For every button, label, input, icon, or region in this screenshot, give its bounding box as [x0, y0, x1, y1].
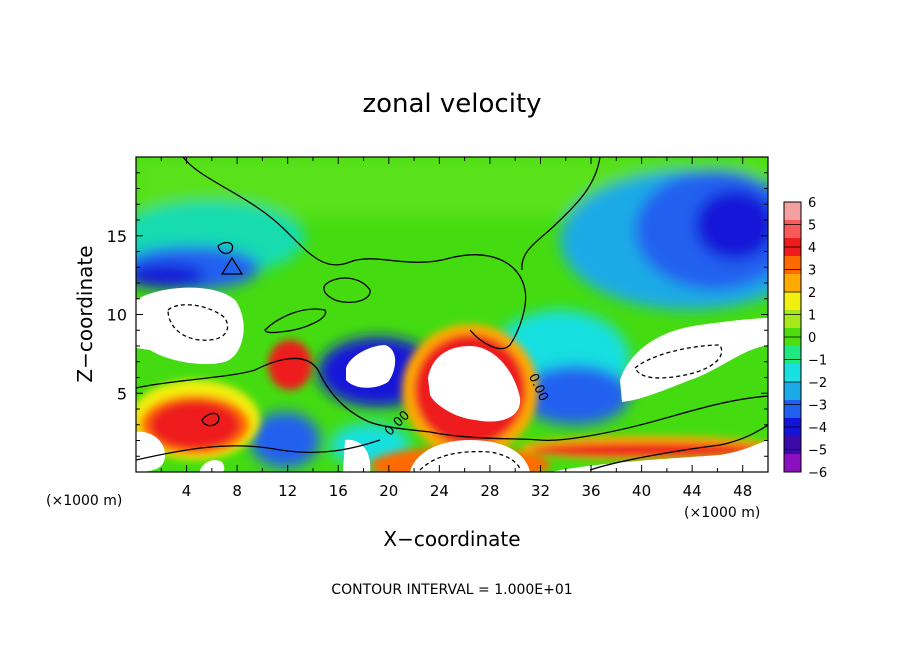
- colorbar-tick-label: −4: [808, 421, 827, 436]
- colorbar-tick-label: 1: [808, 309, 816, 324]
- saturated-left-mid: [200, 460, 225, 472]
- chart-title: zonal velocity: [362, 89, 541, 119]
- x-tick-label: 8: [232, 482, 242, 500]
- x-tick-label: 40: [632, 482, 651, 500]
- saturated-cell: [346, 345, 396, 388]
- colorbar-swatch: [784, 256, 801, 275]
- colorbar-swatch: [784, 220, 801, 239]
- x-tick-label: 16: [329, 482, 348, 500]
- x-tick-label: 24: [430, 482, 449, 500]
- field-lower-left-blue: [250, 412, 320, 468]
- colorbar-tick-label: 2: [808, 286, 816, 301]
- contour-dashed-right: [634, 344, 723, 379]
- colorbar-tick-label: 0: [808, 331, 816, 346]
- y-axis-title: Z−coordinate: [73, 245, 97, 382]
- contour-zero-main: [182, 157, 527, 350]
- colorbar-swatch: [784, 346, 801, 365]
- field-feature-red: [268, 340, 312, 390]
- saturated-center: [428, 346, 521, 422]
- colorbar-swatch: [784, 202, 801, 221]
- colorbar-swatch: [784, 454, 801, 473]
- x-unit-right: (×1000 m): [684, 505, 760, 521]
- contour-island-2: [220, 256, 244, 275]
- colorbar: 6 5 4 3 2 1 0 −1 −2 −3 −4 −5 −6: [783, 196, 827, 481]
- colorbar-swatch: [784, 382, 801, 401]
- colorbar-tick-label: 5: [808, 219, 816, 234]
- colorbar-swatch: [784, 436, 801, 455]
- colorbar-tick-label: −3: [808, 399, 827, 414]
- colorbar-swatch: [784, 364, 801, 383]
- x-axis-title: X−coordinate: [383, 527, 520, 551]
- x-ticks: 4 8 12 16 20 24 28 32 36 40 44 48: [160, 157, 752, 500]
- contour-island-4: [264, 308, 327, 334]
- colorbar-tick-label: 3: [808, 264, 816, 279]
- colorbar-tick-label: −5: [808, 444, 827, 459]
- x-unit-left: (×1000 m): [46, 493, 122, 509]
- velocity-field: 0.00 0.00: [136, 157, 768, 472]
- x-tick-label: 32: [531, 482, 550, 500]
- field-right-darkblue: [695, 190, 768, 260]
- contour-interval-note: CONTOUR INTERVAL = 1.000E+01: [331, 582, 572, 598]
- contour-zero-right: [521, 157, 601, 271]
- colorbar-swatch: [784, 292, 801, 311]
- y-tick-label: 5: [117, 384, 127, 403]
- colorbar-swatch: [784, 310, 801, 329]
- field-left-darkblue: [136, 264, 205, 288]
- field-left-red: [150, 401, 240, 449]
- contour-solid-lower-right: [589, 424, 768, 471]
- contour-zero-lower: [136, 357, 768, 441]
- saturated-right: [620, 318, 768, 402]
- y-tick-label: 10: [107, 306, 127, 325]
- saturated-left-upper: [136, 287, 244, 365]
- x-tick-label: 12: [278, 482, 297, 500]
- x-tick-label: 36: [581, 482, 600, 500]
- colorbar-tick-label: 6: [808, 196, 816, 211]
- field-mid-blue: [520, 365, 630, 425]
- colorbar-tick-label: 4: [808, 241, 816, 256]
- x-tick-label: 44: [683, 482, 702, 500]
- x-tick-label: 20: [379, 482, 398, 500]
- y-ticks: 5 10 15: [107, 172, 768, 457]
- x-tick-label: 28: [480, 482, 499, 500]
- colorbar-tick-label: −1: [808, 354, 827, 369]
- contour-zero-base: [136, 439, 381, 461]
- colorbar-tick-label: −2: [808, 376, 827, 391]
- contour-loop-left: [201, 412, 220, 427]
- y-tick-label: 15: [107, 227, 127, 246]
- saturated-lower-left: [136, 431, 165, 472]
- contour-island-1: [217, 241, 234, 255]
- saturated-bottom-right: [550, 440, 768, 472]
- colorbar-swatch: [784, 274, 801, 293]
- colorbar-tick-label: −6: [808, 466, 827, 481]
- saturated-bottom-center: [410, 440, 530, 472]
- x-tick-label: 48: [733, 482, 752, 500]
- contour-island-3: [323, 277, 371, 304]
- x-tick-label: 4: [182, 482, 192, 500]
- contour-dashed-left: [167, 304, 229, 341]
- colorbar-swatch: [784, 400, 801, 419]
